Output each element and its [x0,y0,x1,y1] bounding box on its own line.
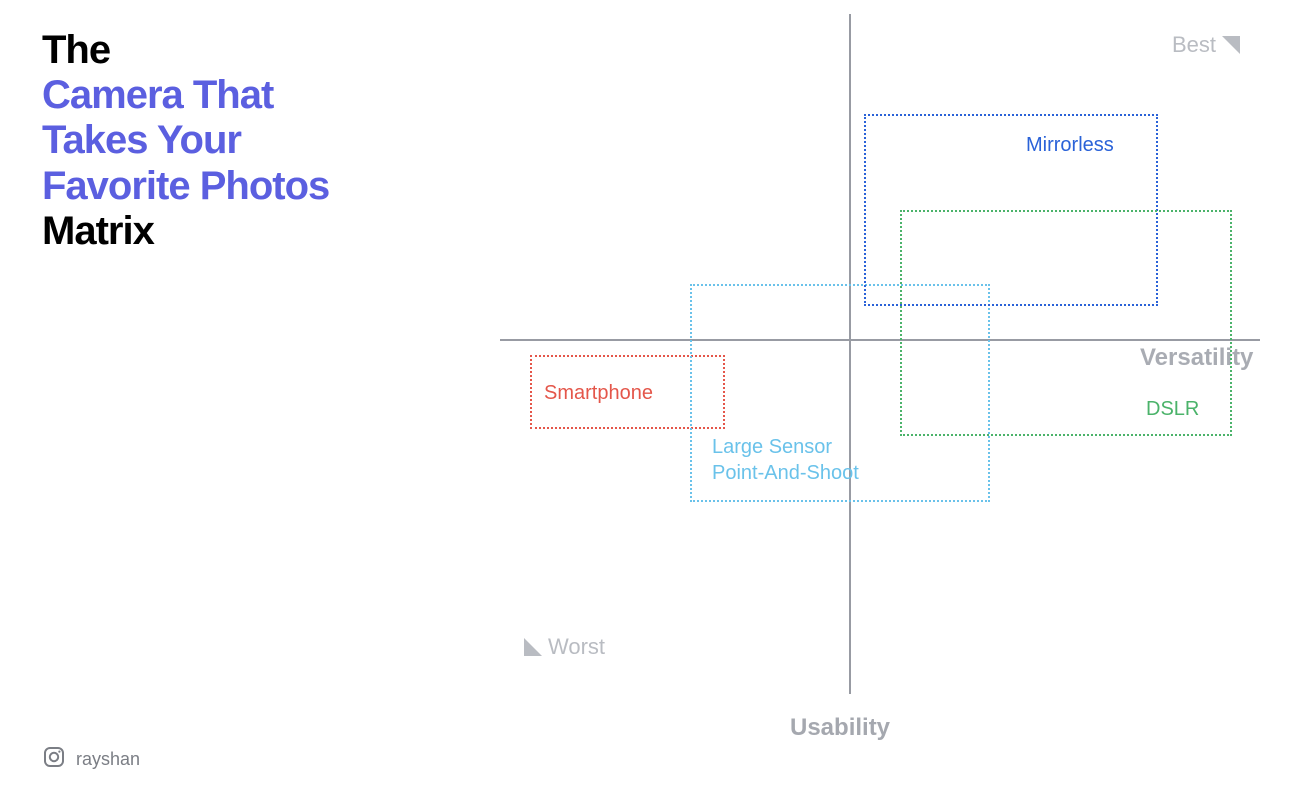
title-highlight-3: Favorite Photos [42,164,422,209]
corner-worst-text: Worst [548,634,605,660]
y-axis-label: Usability [790,714,890,742]
region-mirrorless-label: Mirrorless [1026,132,1114,158]
title-block: The Camera That Takes Your Favorite Phot… [42,28,422,254]
attribution-handle: rayshan [76,749,140,770]
region-large-sensor-ps-label: Large Sensor Point-And-Shoot [712,434,859,486]
region-smartphone-label: Smartphone [544,380,653,406]
title-highlight-2: Takes Your [42,118,422,163]
corner-worst-triangle-icon [524,638,542,656]
region-dslr-label: DSLR [1146,396,1199,422]
title-line-last: Matrix [42,209,422,254]
attribution: rayshan [42,745,140,774]
corner-best: Best [1172,32,1240,58]
title-highlight-1: Camera That [42,73,422,118]
corner-best-triangle-icon [1222,36,1240,54]
corner-worst: Worst [524,634,605,660]
quadrant-chart: VersatilityUsabilityBestWorstSmartphoneL… [500,14,1260,694]
corner-best-text: Best [1172,32,1216,58]
instagram-icon [42,745,66,774]
title-line-1: The [42,28,422,73]
